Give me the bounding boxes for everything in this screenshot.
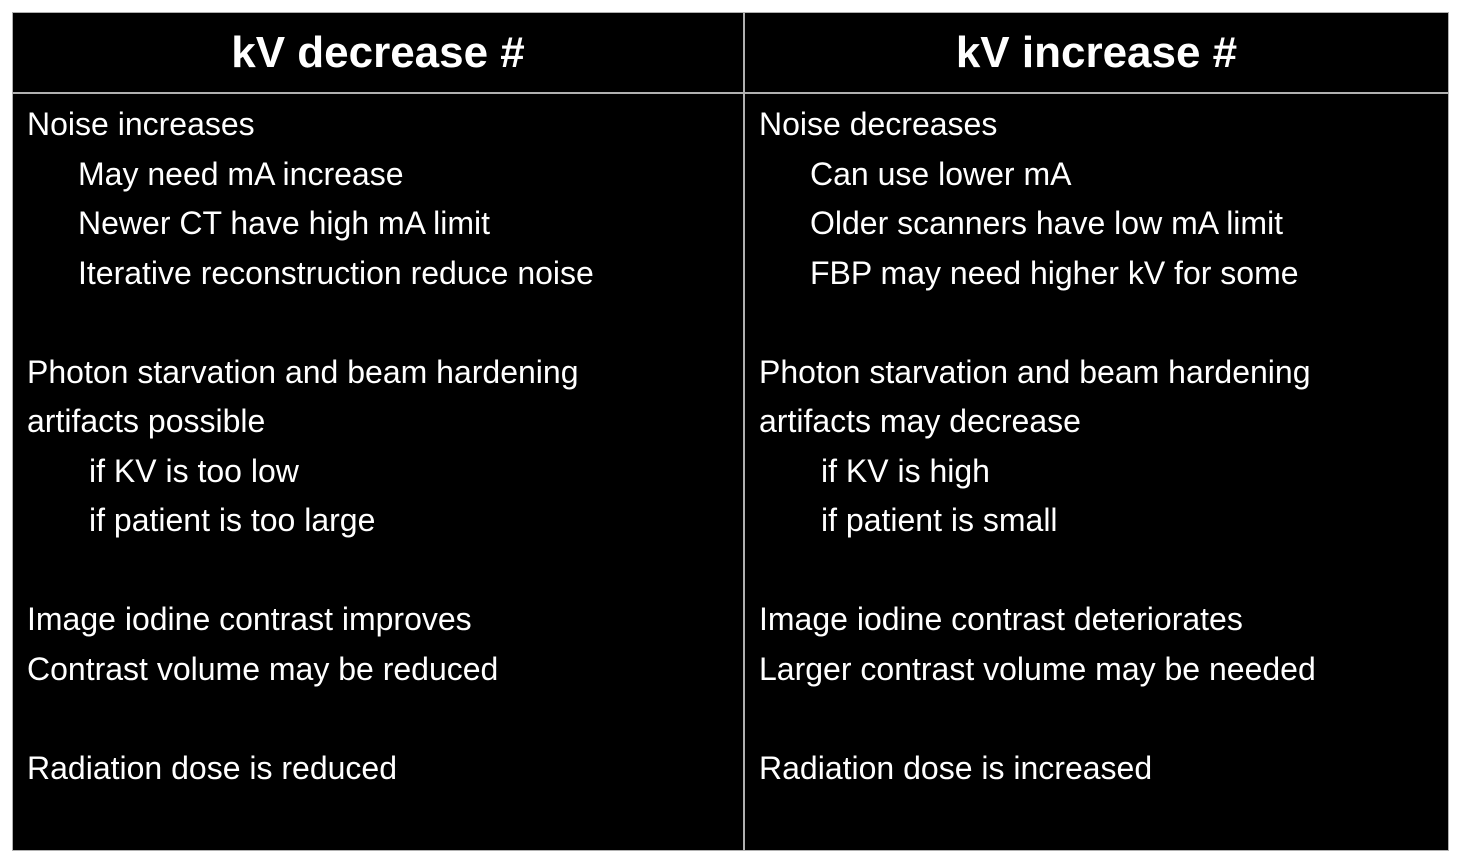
header-divider: [13, 92, 1448, 94]
list-item: artifacts possible: [27, 403, 266, 439]
list-item: Iterative reconstruction reduce noise: [78, 254, 594, 291]
list-item: if patient is too large: [89, 502, 376, 538]
spacer: [13, 694, 743, 744]
list-item: if patient is small: [821, 502, 1058, 538]
spacer: [745, 694, 1448, 744]
kv-increase-column: Noise decreases Can use lower mA Older sca…: [745, 100, 1448, 793]
list-item: Contrast volume may be reduced: [27, 650, 499, 687]
list-item: Photon starvation and beam hardening: [759, 353, 1311, 390]
header-kv-decrease: kV decrease #: [231, 28, 525, 77]
list-item: Noise increases: [27, 106, 255, 142]
list-item: FBP may need higher kV for some: [810, 254, 1299, 291]
spacer: [745, 546, 1448, 596]
list-item: artifacts may decrease: [759, 403, 1081, 439]
comparison-table: kV decrease # kV increase # Noise increa…: [12, 12, 1449, 851]
list-item: Image iodine contrast deteriorates: [759, 601, 1243, 637]
list-item: Newer CT have high mA limit: [78, 205, 490, 241]
kv-decrease-column: Noise increases May need mA increase Newer…: [13, 100, 743, 793]
list-item: Older scanners have low mA limit: [810, 205, 1284, 241]
header-kv-increase: kV increase #: [955, 28, 1238, 77]
list-item: Radiation dose is increased: [759, 749, 1153, 786]
spacer: [13, 546, 743, 596]
column-divider: [743, 13, 745, 850]
list-item: if KV is high: [821, 452, 990, 489]
spacer: [745, 298, 1448, 348]
spacer: [13, 298, 743, 348]
list-item: Can use lower mA: [810, 155, 1072, 192]
list-item: May need mA increase: [78, 155, 404, 192]
list-item: Image iodine contrast improves: [27, 601, 472, 637]
list-item: Noise decreases: [759, 106, 998, 142]
list-item: Radiation dose is reduced: [27, 749, 398, 786]
list-item: Larger contrast volume may be needed: [759, 650, 1316, 687]
list-item: if KV is too low: [89, 452, 299, 489]
list-item: Photon starvation and beam hardening: [27, 353, 579, 390]
